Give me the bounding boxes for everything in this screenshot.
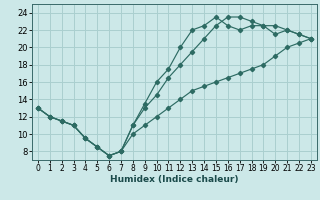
X-axis label: Humidex (Indice chaleur): Humidex (Indice chaleur): [110, 175, 239, 184]
